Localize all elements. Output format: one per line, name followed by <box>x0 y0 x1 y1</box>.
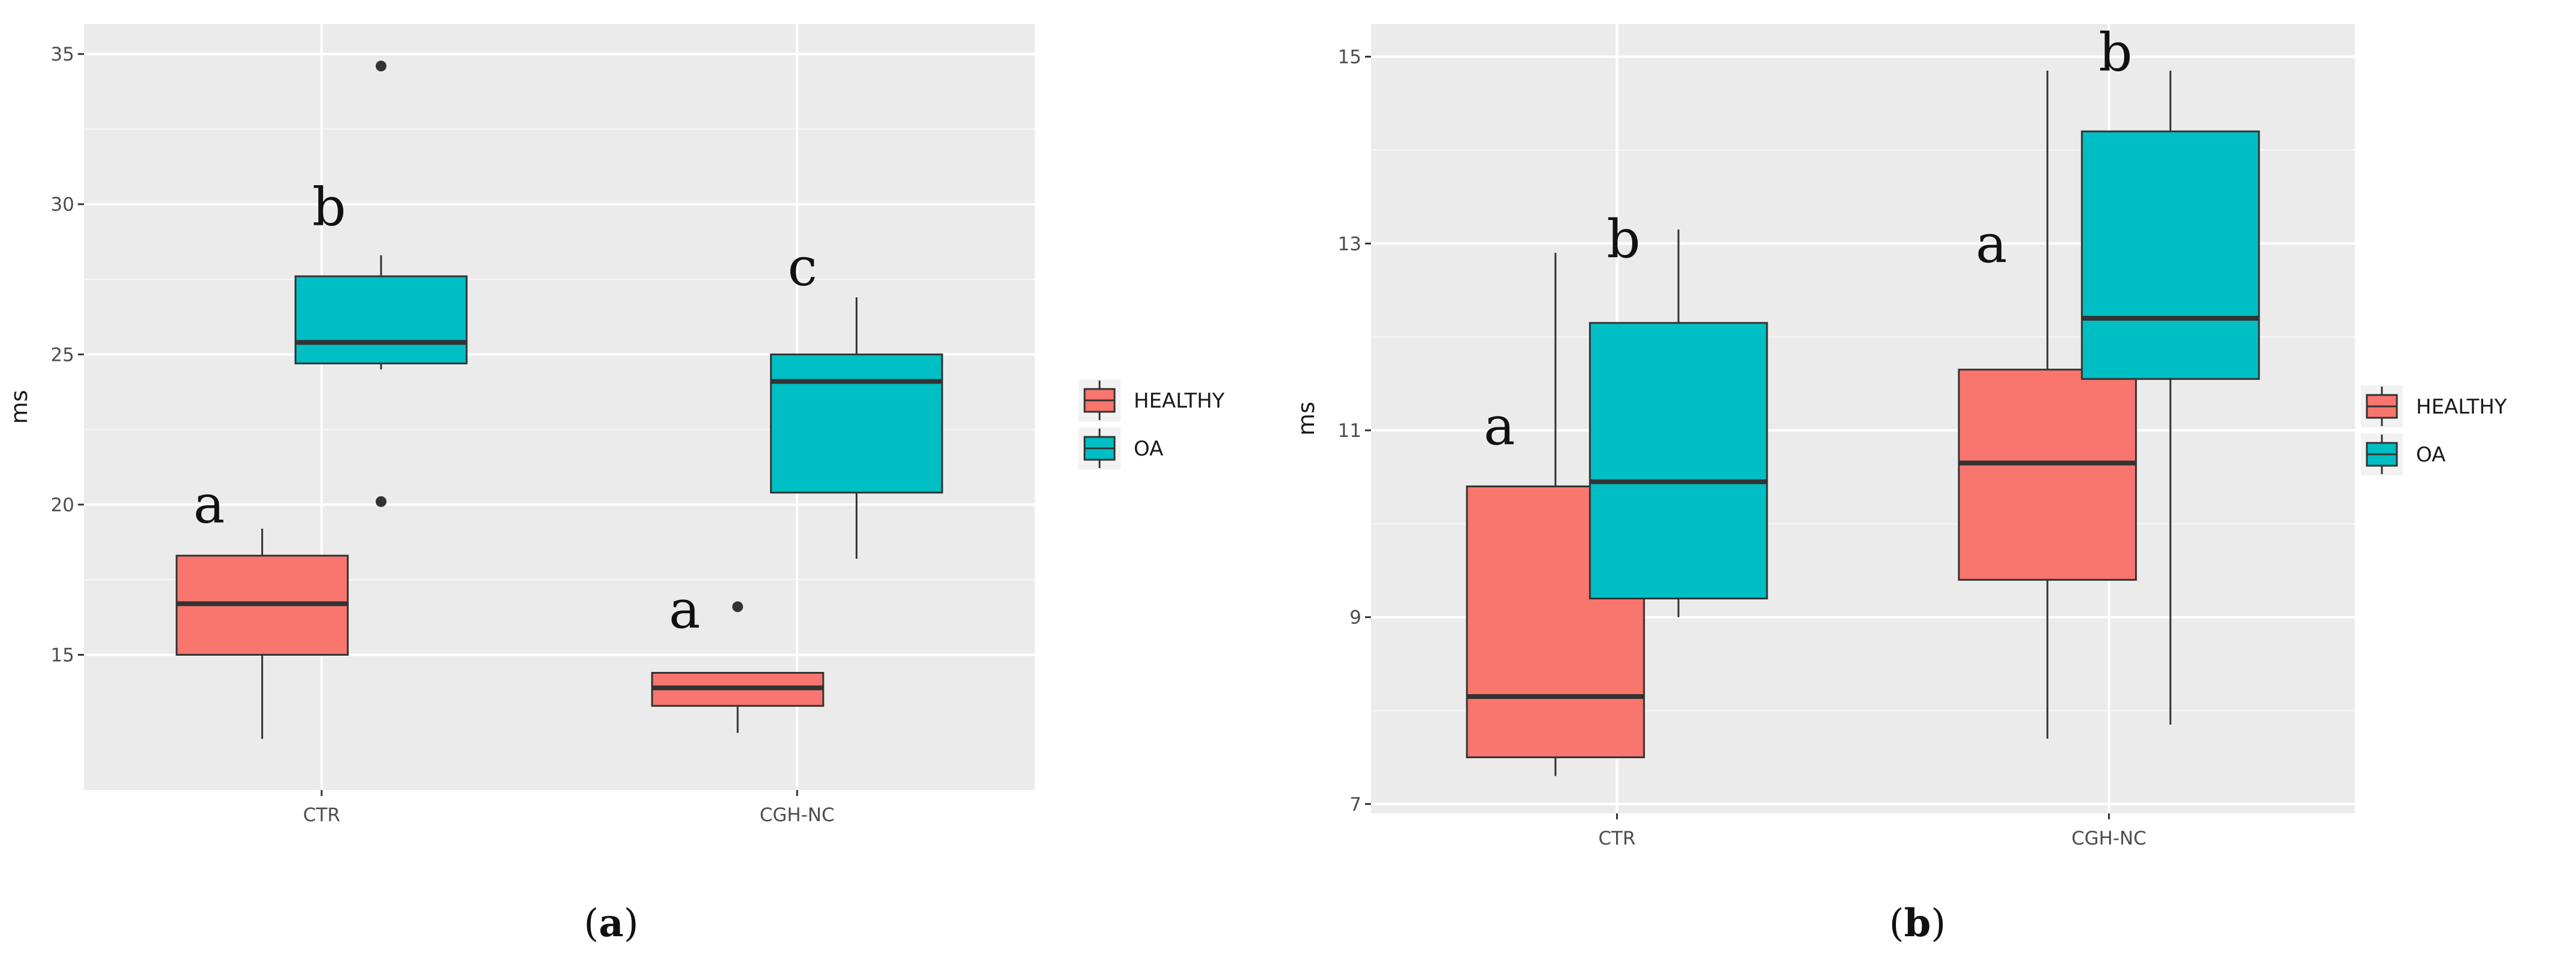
box-healthy-cgh-nc <box>651 601 825 733</box>
box-iqr <box>1589 322 1768 600</box>
legend-label-healthy: HEALTHY <box>2416 395 2507 419</box>
box-oa-cgh-nc <box>2080 70 2260 725</box>
box-iqr <box>294 275 468 364</box>
box-oa-cgh-nc <box>770 297 943 559</box>
significance-letter: a <box>194 474 225 535</box>
significance-letter: a <box>669 578 700 640</box>
legend-label-oa: OA <box>1134 437 1163 461</box>
caption-close: ) <box>624 901 639 946</box>
y-tick-label: 13 <box>1338 233 1361 255</box>
significance-letter: a <box>1484 395 1515 457</box>
significance-letter: b <box>312 176 346 238</box>
legend: HEALTHY OA <box>1079 379 1225 469</box>
panel-caption: (b) <box>1889 901 1946 946</box>
box-oa-ctr <box>294 61 468 507</box>
y-tick-label: 15 <box>1338 47 1361 68</box>
legend-label-healthy: HEALTHY <box>1134 389 1225 413</box>
x-tick-label: CGH-NC <box>2071 828 2146 849</box>
y-tick-label: 11 <box>1338 420 1361 442</box>
box-healthy-cgh-nc <box>1958 70 2137 739</box>
outlier-point <box>732 601 744 613</box>
x-tick-label: CTR <box>303 804 340 826</box>
significance-letter: b <box>1606 209 1640 270</box>
panel-caption: (a) <box>584 901 638 946</box>
box-iqr <box>1958 369 2137 581</box>
outlier-point <box>375 496 386 507</box>
y-tick-label: 7 <box>1349 794 1361 815</box>
box-iqr <box>770 353 943 494</box>
caption-close: ) <box>1931 901 1946 946</box>
outlier-point <box>375 61 386 72</box>
significance-letter: a <box>1976 213 2007 275</box>
x-tick-label: CTR <box>1598 828 1635 849</box>
y-axis-label: ms <box>1293 402 1319 436</box>
significance-letter: b <box>2098 22 2132 83</box>
x-tick-label: CGH-NC <box>760 804 835 826</box>
y-tick-label: 20 <box>51 494 74 516</box>
legend-label-oa: OA <box>2416 443 2445 467</box>
legend: HEALTHY OA <box>2361 385 2507 475</box>
y-tick-label: 30 <box>51 194 74 216</box>
box-oa-ctr <box>1589 229 1768 617</box>
caption-open: ( <box>584 901 599 946</box>
y-axis-label: ms <box>6 390 32 424</box>
caption-open: ( <box>1889 901 1904 946</box>
y-tick-label: 15 <box>51 644 74 666</box>
y-tick-label: 9 <box>1349 607 1361 629</box>
box-iqr <box>2080 130 2260 380</box>
significance-letter: c <box>788 236 817 298</box>
y-tick-label: 35 <box>51 44 74 65</box>
caption-letter: b <box>1904 901 1931 946</box>
y-tick-label: 25 <box>51 344 74 366</box>
caption-letter: a <box>599 901 623 946</box>
box-healthy-ctr <box>176 528 349 739</box>
